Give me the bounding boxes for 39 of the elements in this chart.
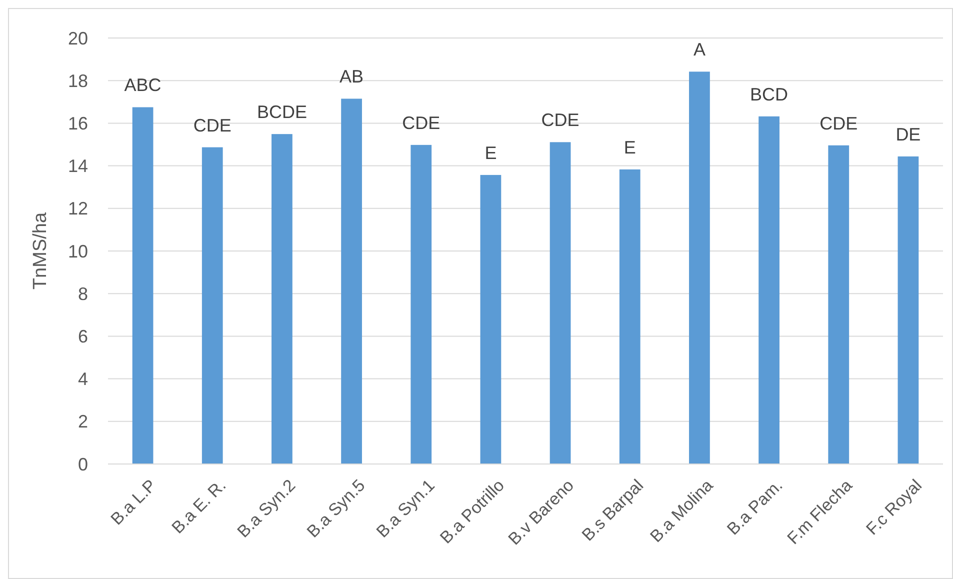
- bar: [828, 145, 850, 464]
- x-tick-label: B.a Pam.: [723, 476, 786, 539]
- annotation: BCD: [750, 84, 788, 104]
- bar: [758, 116, 780, 464]
- bar: [480, 174, 502, 464]
- annotation: CDE: [541, 110, 580, 130]
- annotation: DE: [896, 124, 921, 144]
- annotation: AB: [340, 66, 364, 87]
- annotation: E: [624, 137, 636, 158]
- bar: [410, 144, 432, 464]
- y-tick-label: 2: [78, 412, 88, 432]
- bar: [272, 134, 292, 464]
- annotation: BCDE: [256, 102, 307, 122]
- annotation: ABC: [124, 75, 162, 96]
- bar: [550, 142, 571, 464]
- y-axis-title: TnMS/ha: [30, 212, 51, 290]
- bar: [619, 169, 640, 464]
- annotation: CDE: [193, 115, 232, 136]
- bar: [202, 147, 223, 464]
- bar: [689, 72, 710, 464]
- y-tick-label: 14: [68, 156, 88, 176]
- y-tick-label: 6: [78, 326, 88, 346]
- y-tick-label: 12: [68, 198, 88, 219]
- annotation: E: [484, 142, 497, 163]
- annotation: CDE: [820, 113, 858, 134]
- y-tick-label: 8: [78, 284, 88, 304]
- y-tick-label: 0: [78, 454, 88, 474]
- y-tick-label: 18: [68, 70, 88, 91]
- annotation: CDE: [402, 112, 440, 133]
- x-tick-label: B.a L.P: [107, 476, 160, 529]
- bar: [898, 156, 919, 464]
- bar: [132, 107, 154, 464]
- annotation: A: [693, 40, 706, 60]
- y-tick-label: 16: [68, 114, 88, 134]
- y-tick-label: 10: [68, 241, 88, 262]
- y-tick-label: 4: [78, 369, 88, 390]
- x-tick-label: B.a E. R.: [168, 476, 230, 538]
- y-tick-label: 20: [68, 28, 88, 48]
- bar: [341, 98, 362, 464]
